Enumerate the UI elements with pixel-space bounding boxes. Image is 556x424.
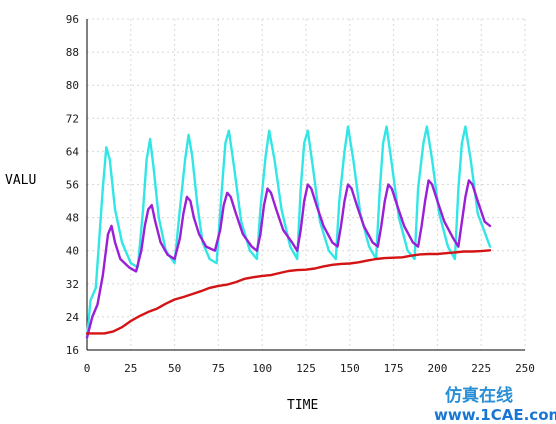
grid: [87, 18, 526, 350]
x-tick-label: 175: [384, 362, 404, 375]
x-tick-label: 25: [124, 362, 137, 375]
x-axis-title: TIME: [287, 398, 318, 413]
y-tick-label: 72: [66, 112, 79, 125]
y-tick-labels: 16 24 32 40 48 56 64 72 80 88 96: [66, 13, 80, 357]
y-tick-label: 96: [66, 13, 79, 26]
x-tick-label: 0: [84, 362, 91, 375]
x-tick-label: 75: [212, 362, 225, 375]
watermark: 仿真在线 www.1CAE.com: [434, 385, 556, 424]
series-line-2: [85, 179, 492, 339]
series-line-1: [85, 125, 492, 339]
y-tick-label: 40: [66, 245, 79, 258]
y-axis-title: VALU: [5, 173, 36, 188]
x-tick-label: 50: [168, 362, 181, 375]
series-lines: [85, 125, 492, 339]
watermark-chinese-text: 仿真在线: [445, 385, 513, 406]
series-line-3: [85, 249, 492, 335]
y-tick-label: 16: [66, 344, 79, 357]
y-tick-label: 64: [66, 145, 80, 158]
x-tick-label: 150: [340, 362, 360, 375]
axes: [86, 19, 525, 351]
x-tick-label: 200: [427, 362, 447, 375]
y-tick-label: 48: [66, 212, 79, 225]
y-tick-label: 32: [66, 278, 79, 291]
y-tick-label: 80: [66, 79, 79, 92]
x-tick-labels: 0 25 50 75 100 125 150 175 200 225 250: [84, 362, 535, 375]
watermark-url-text: www.1CAE.com: [434, 406, 556, 424]
x-tick-label: 250: [515, 362, 535, 375]
y-tick-label: 56: [66, 179, 79, 192]
x-tick-label: 125: [296, 362, 316, 375]
x-tick-label: 100: [252, 362, 272, 375]
x-tick-label: 225: [471, 362, 491, 375]
y-tick-label: 24: [66, 311, 80, 324]
y-tick-label: 88: [66, 46, 79, 59]
